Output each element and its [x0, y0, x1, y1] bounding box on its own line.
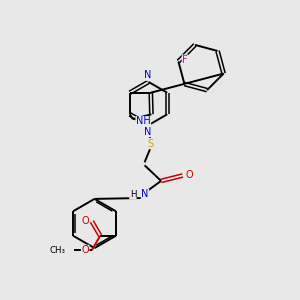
Text: O: O: [81, 216, 89, 226]
Text: CH₃: CH₃: [50, 246, 65, 255]
Text: O: O: [81, 245, 89, 255]
Text: N: N: [144, 70, 152, 80]
Text: N: N: [144, 127, 152, 137]
Text: S: S: [147, 139, 153, 149]
Text: F: F: [182, 55, 188, 65]
Text: H: H: [130, 190, 136, 199]
Text: NH: NH: [136, 116, 151, 127]
Text: O: O: [185, 170, 193, 181]
Text: N: N: [141, 189, 148, 200]
